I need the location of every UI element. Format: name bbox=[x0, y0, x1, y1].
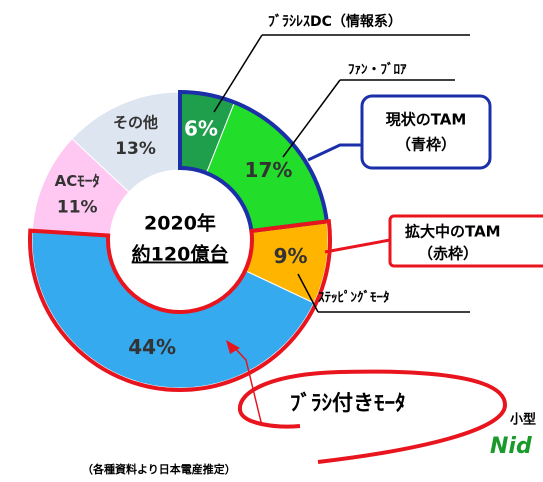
value-label: 11% bbox=[57, 198, 98, 218]
category-label: ﾌﾞﾗｼ付きﾓｰﾀ bbox=[290, 391, 406, 415]
center-total: 約120億台 bbox=[132, 243, 229, 266]
donut-hole bbox=[114, 203, 246, 283]
value-label: 17% bbox=[245, 158, 293, 182]
center-year: 2020年 bbox=[144, 212, 216, 235]
leader-line bbox=[231, 344, 263, 427]
footnote: （各種資料より日本電産推定） bbox=[82, 462, 236, 476]
highlight-ellipse bbox=[237, 369, 508, 464]
value-label: 13% bbox=[115, 139, 156, 159]
callout-box bbox=[360, 94, 492, 170]
category-label: ｽﾃｯﾋﾟﾝｸﾞﾓｰﾀ bbox=[318, 290, 390, 306]
callout-pointer bbox=[324, 238, 391, 254]
value-label: 44% bbox=[128, 335, 176, 359]
category-label: ﾌｧﾝ・ﾌﾞﾛｱ bbox=[348, 62, 407, 78]
callout-text: 拡大中のTAM bbox=[405, 223, 501, 241]
leader-line bbox=[297, 273, 319, 313]
leader-line bbox=[282, 79, 341, 158]
value-label: 9% bbox=[274, 244, 308, 268]
logo-text: Nid bbox=[490, 434, 532, 459]
arrow-head bbox=[226, 340, 240, 354]
callout-text: 現状のTAM bbox=[386, 111, 467, 129]
side-text: 小型 bbox=[510, 412, 536, 428]
category-label: ACﾓｰﾀ bbox=[55, 172, 100, 190]
tam-outline bbox=[28, 218, 332, 392]
tam-outline bbox=[178, 89, 330, 234]
callout-text: （赤枠） bbox=[418, 245, 478, 263]
leader-line bbox=[213, 34, 263, 113]
category-label: その他 bbox=[113, 114, 158, 132]
callout-pointer bbox=[307, 143, 362, 162]
callout-text: （青枠） bbox=[396, 136, 456, 154]
category-label: ﾌﾞﾗｼﾚｽDC（情報系） bbox=[268, 13, 402, 30]
donut bbox=[28, 89, 332, 392]
value-label: 6% bbox=[184, 116, 218, 140]
